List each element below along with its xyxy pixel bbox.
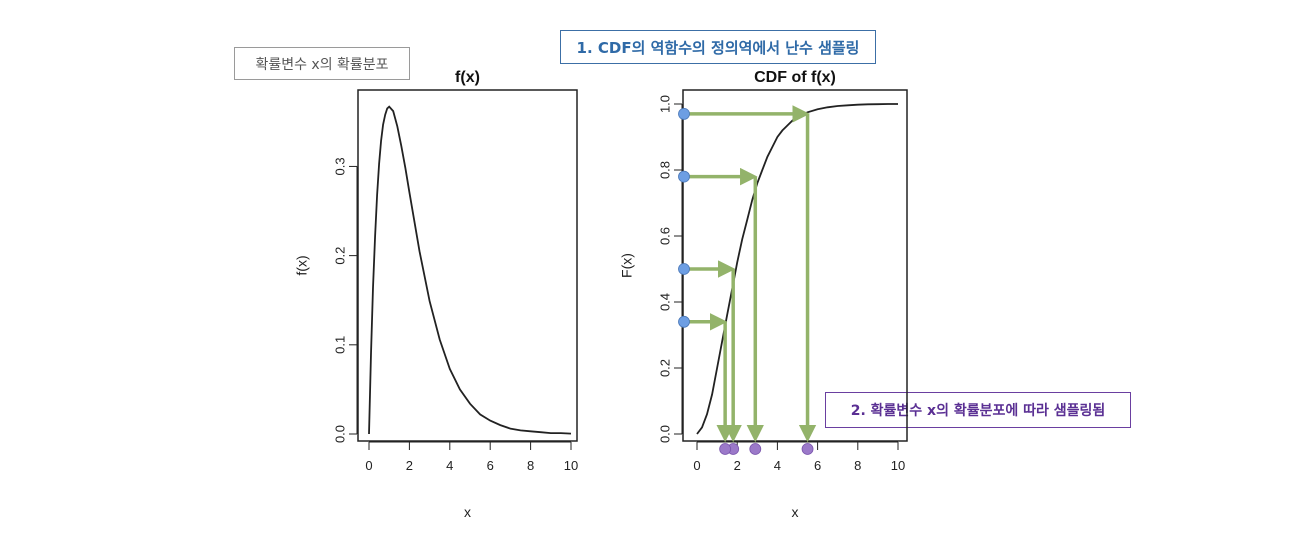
x-tick-label: 6 bbox=[487, 458, 494, 473]
y-tick-label: 0.1 bbox=[332, 336, 347, 354]
x-tick-label: 10 bbox=[564, 458, 578, 473]
x-axis-label: x bbox=[464, 504, 471, 520]
curve-line bbox=[368, 105, 572, 435]
curve-line bbox=[696, 103, 898, 435]
uniform-sample-point bbox=[678, 108, 690, 120]
x-tick-label: 4 bbox=[774, 458, 781, 473]
x-tick-label: 0 bbox=[365, 458, 372, 473]
chart-title: CDF of f(x) bbox=[754, 69, 836, 86]
x-tick-label: 4 bbox=[446, 458, 453, 473]
plot-frame bbox=[357, 89, 578, 442]
y-tick-label: 0.2 bbox=[332, 247, 347, 265]
pdf-chart: f(x) 0 2 4 6 8 10 0.0 0.1 0.2 0.3 x f(x) bbox=[294, 69, 579, 520]
y-tick-label: 1.0 bbox=[657, 95, 672, 113]
y-axis-label: F(x) bbox=[619, 253, 635, 278]
step1-label: 1. CDF의 역함수의 정의역에서 난수 샘플링 bbox=[560, 30, 876, 64]
x-tick-label: 0 bbox=[693, 458, 700, 473]
y-tick-label: 0.8 bbox=[657, 161, 672, 179]
x-axis-label: x bbox=[792, 504, 799, 520]
x-tick-label: 6 bbox=[814, 458, 821, 473]
y-tick-label: 0.0 bbox=[332, 425, 347, 443]
x-tick-label: 8 bbox=[527, 458, 534, 473]
step2-label: 2. 확률변수 x의 확률분포에 따라 샘플링됨 bbox=[825, 392, 1131, 428]
x-tick-label: 10 bbox=[891, 458, 905, 473]
y-tick-label: 0.6 bbox=[657, 227, 672, 245]
uniform-sample-point bbox=[678, 263, 690, 275]
distribution-label: 확률변수 x의 확률분포 bbox=[234, 47, 410, 80]
x-tick-label: 2 bbox=[734, 458, 741, 473]
y-tick-label: 0.2 bbox=[657, 359, 672, 377]
y-tick-label: 0.3 bbox=[332, 157, 347, 175]
plot-frame bbox=[682, 89, 908, 442]
x-sample-point bbox=[749, 443, 762, 455]
cdf-chart: CDF of f(x) 0 2 4 6 8 10 0.0 0.2 0.4 0.6 0.8 1.0 x F(x… bbox=[619, 69, 908, 520]
y-tick-label: 0.0 bbox=[657, 425, 672, 443]
x-sample-point bbox=[801, 443, 814, 455]
x-tick-label: 2 bbox=[406, 458, 413, 473]
uniform-sample-point bbox=[678, 315, 690, 328]
x-sample-point bbox=[719, 443, 732, 455]
y-axis-label: f(x) bbox=[294, 255, 310, 275]
uniform-sample-point bbox=[678, 170, 690, 183]
x-tick-label: 8 bbox=[854, 458, 861, 473]
y-tick-label: 0.4 bbox=[657, 293, 672, 311]
chart-title: f(x) bbox=[455, 69, 480, 86]
